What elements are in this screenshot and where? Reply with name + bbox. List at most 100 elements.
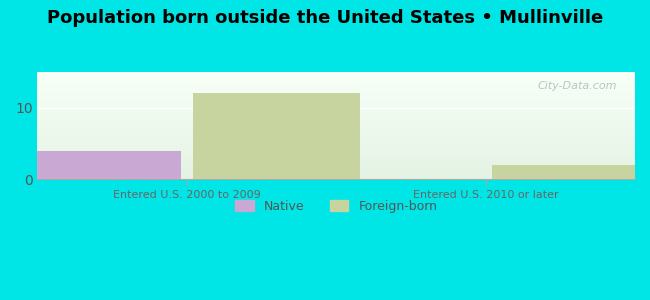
- Bar: [491, 165, 650, 179]
- Bar: [38, 141, 635, 142]
- Legend: Native, Foreign-born: Native, Foreign-born: [230, 195, 442, 218]
- Bar: [38, 174, 635, 175]
- Bar: [38, 110, 635, 111]
- Bar: [38, 160, 635, 161]
- Bar: [38, 95, 635, 96]
- Bar: [38, 87, 635, 88]
- Bar: [38, 96, 635, 97]
- Bar: [38, 171, 635, 172]
- Bar: [38, 176, 635, 177]
- Bar: [38, 80, 635, 81]
- Bar: [38, 112, 635, 113]
- Bar: [38, 85, 635, 86]
- Bar: [38, 75, 635, 76]
- Bar: [38, 128, 635, 129]
- Bar: [38, 177, 635, 178]
- Bar: [38, 146, 635, 147]
- Bar: [38, 126, 635, 127]
- Bar: [38, 81, 635, 82]
- Bar: [38, 164, 635, 165]
- Bar: [38, 125, 635, 126]
- Bar: [38, 105, 635, 106]
- Bar: [38, 140, 635, 141]
- Bar: [38, 99, 635, 100]
- Bar: [38, 74, 635, 75]
- Bar: [38, 98, 635, 99]
- Bar: [38, 142, 635, 143]
- Bar: [38, 151, 635, 152]
- Bar: [38, 94, 635, 95]
- Bar: [38, 122, 635, 123]
- Bar: [38, 145, 635, 146]
- Bar: [38, 132, 635, 133]
- Bar: [38, 101, 635, 102]
- Bar: [38, 119, 635, 120]
- Bar: [38, 113, 635, 114]
- Bar: [38, 159, 635, 160]
- Bar: [38, 135, 635, 136]
- Bar: [38, 152, 635, 153]
- Bar: [38, 136, 635, 137]
- Bar: [38, 150, 635, 151]
- Bar: [38, 133, 635, 134]
- Bar: [38, 77, 635, 78]
- Bar: [38, 169, 635, 170]
- Bar: [38, 173, 635, 174]
- Bar: [38, 168, 635, 169]
- Bar: [38, 123, 635, 124]
- Bar: [38, 111, 635, 112]
- Bar: [38, 88, 635, 89]
- Bar: [38, 127, 635, 128]
- Bar: [38, 167, 635, 168]
- Bar: [38, 86, 635, 87]
- Bar: [38, 84, 635, 85]
- Bar: [38, 131, 635, 132]
- Bar: [38, 108, 635, 109]
- Bar: [38, 158, 635, 159]
- Bar: [38, 129, 635, 130]
- Bar: [38, 178, 635, 179]
- Bar: [38, 120, 635, 121]
- Bar: [38, 155, 635, 156]
- Bar: [14, 151, 181, 179]
- Bar: [38, 172, 635, 173]
- Bar: [38, 107, 635, 108]
- Bar: [38, 130, 635, 131]
- Bar: [38, 90, 635, 91]
- Bar: [38, 104, 635, 105]
- Bar: [38, 102, 635, 103]
- Bar: [38, 153, 635, 154]
- Bar: [38, 163, 635, 164]
- Bar: [38, 82, 635, 83]
- Bar: [38, 148, 635, 149]
- Bar: [38, 93, 635, 94]
- Bar: [38, 170, 635, 171]
- Bar: [38, 154, 635, 155]
- Bar: [38, 156, 635, 157]
- Bar: [38, 149, 635, 150]
- Bar: [38, 161, 635, 162]
- Bar: [38, 134, 635, 135]
- Bar: [193, 93, 360, 179]
- Bar: [38, 116, 635, 117]
- Bar: [38, 92, 635, 93]
- Bar: [38, 73, 635, 74]
- Bar: [38, 121, 635, 122]
- Bar: [38, 76, 635, 77]
- Bar: [38, 118, 635, 119]
- Bar: [38, 115, 635, 116]
- Bar: [38, 79, 635, 80]
- Bar: [38, 106, 635, 107]
- Bar: [38, 138, 635, 139]
- Bar: [38, 143, 635, 144]
- Bar: [38, 124, 635, 125]
- Bar: [38, 78, 635, 79]
- Text: City-Data.com: City-Data.com: [538, 81, 617, 91]
- Text: Population born outside the United States • Mullinville: Population born outside the United State…: [47, 9, 603, 27]
- Bar: [38, 139, 635, 140]
- Bar: [38, 137, 635, 138]
- Bar: [38, 83, 635, 84]
- Bar: [38, 91, 635, 92]
- Bar: [38, 114, 635, 115]
- Bar: [38, 89, 635, 90]
